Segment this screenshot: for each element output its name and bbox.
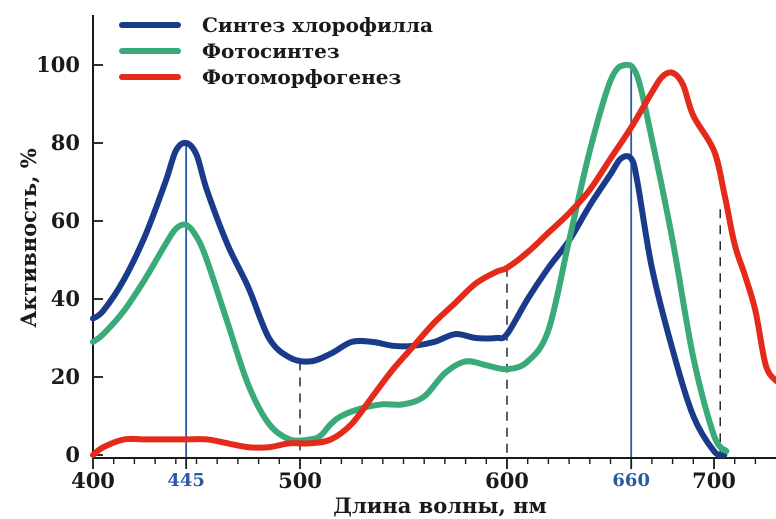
y-tick-label: 40 <box>51 286 80 311</box>
series-line-photomorphogenesis <box>90 69 776 458</box>
x-tick-label: 400 <box>71 468 115 493</box>
reference-lines <box>185 65 721 458</box>
x-tick-label: 600 <box>485 468 529 493</box>
legend-label: Фотосинтез <box>202 39 340 63</box>
x-axis-title: Длина волны, нм <box>333 493 546 518</box>
y-tick-label: 100 <box>36 52 80 77</box>
series <box>90 61 776 459</box>
x-tick-label: 500 <box>278 468 322 493</box>
series-line-photosynthesis <box>90 61 730 455</box>
y-tick-label: 60 <box>51 208 80 233</box>
series-line-chlorophyll-synthesis <box>90 139 728 459</box>
legend-label: Фотоморфогенез <box>202 65 401 89</box>
y-axis-title: Активность, % <box>16 148 41 327</box>
x-tick-label: 660 <box>612 470 650 491</box>
y-tick-label: 0 <box>65 442 80 467</box>
legend: Синтез хлорофиллаФотосинтезФотоморфогене… <box>119 13 433 89</box>
x-tick-label: 700 <box>692 468 736 493</box>
y-tick-label: 20 <box>51 364 80 389</box>
x-tick-label: 445 <box>167 470 205 491</box>
axes <box>92 15 776 459</box>
y-tick-label: 80 <box>51 130 80 155</box>
legend-label: Синтез хлорофилла <box>202 13 433 37</box>
ticks: 400 445 500 600 660 700 0 20 40 60 80 100 <box>36 52 757 493</box>
